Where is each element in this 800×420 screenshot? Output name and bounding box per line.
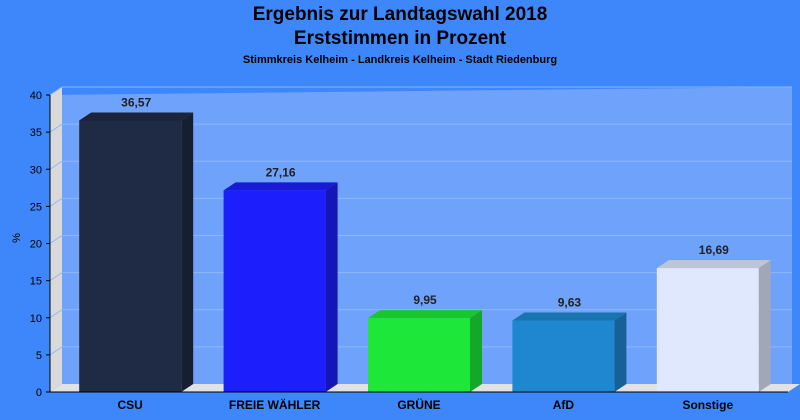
x-tick-label: FREIE WÄHLER [229,397,321,412]
y-tick-label: 5 [36,350,42,362]
bar [512,320,615,392]
value-label: 16,69 [699,243,729,257]
value-label: 9,95 [413,293,437,307]
bar [656,268,759,392]
gridline-side [49,123,63,133]
chart-subtitle: Erststimmen in Prozent [293,28,507,49]
x-tick-label: CSU [118,398,143,412]
bar-side [181,112,194,393]
gridline-side [49,86,63,96]
bar-side [470,310,482,392]
gridline-side [49,160,63,170]
y-tick-label: 40 [30,90,42,102]
y-tick-label: 20 [30,239,42,251]
value-label: 9,63 [558,295,582,309]
y-tick-label: 25 [30,201,42,213]
x-tick-label: AfD [553,398,575,412]
gridline-side [49,235,63,244]
bar [79,120,182,393]
y-tick-label: 35 [30,127,42,139]
chart-subtitle-region: Stimmkreis Kelheim - Landkreis Kelheim -… [242,54,558,66]
x-tick-label: GRÜNE [397,397,440,412]
y-tick-label: 0 [36,387,42,399]
value-label: 36,57 [121,95,151,109]
y-axis-label: % [11,233,23,243]
bar-top [79,112,194,121]
bar-side [758,260,771,392]
bar [223,190,326,392]
bar-top [223,182,338,191]
y-tick-label: 30 [30,164,42,176]
bar-side [614,312,627,392]
y-tick-label: 15 [30,276,42,288]
bar-top [656,260,771,269]
value-label: 27,16 [266,165,296,179]
gridline-side [49,346,63,356]
y-tick-label: 10 [30,313,42,325]
bar-top [512,312,627,321]
gridline-side [49,272,63,282]
x-tick-label: Sonstige [682,398,733,412]
bar-side [325,182,338,392]
gridline-side [49,197,63,207]
chart-title: Ergebnis zur Landtagswahl 2018 [252,4,548,25]
bar-top [368,310,482,319]
bar [368,318,470,392]
gridline-side [49,309,63,319]
